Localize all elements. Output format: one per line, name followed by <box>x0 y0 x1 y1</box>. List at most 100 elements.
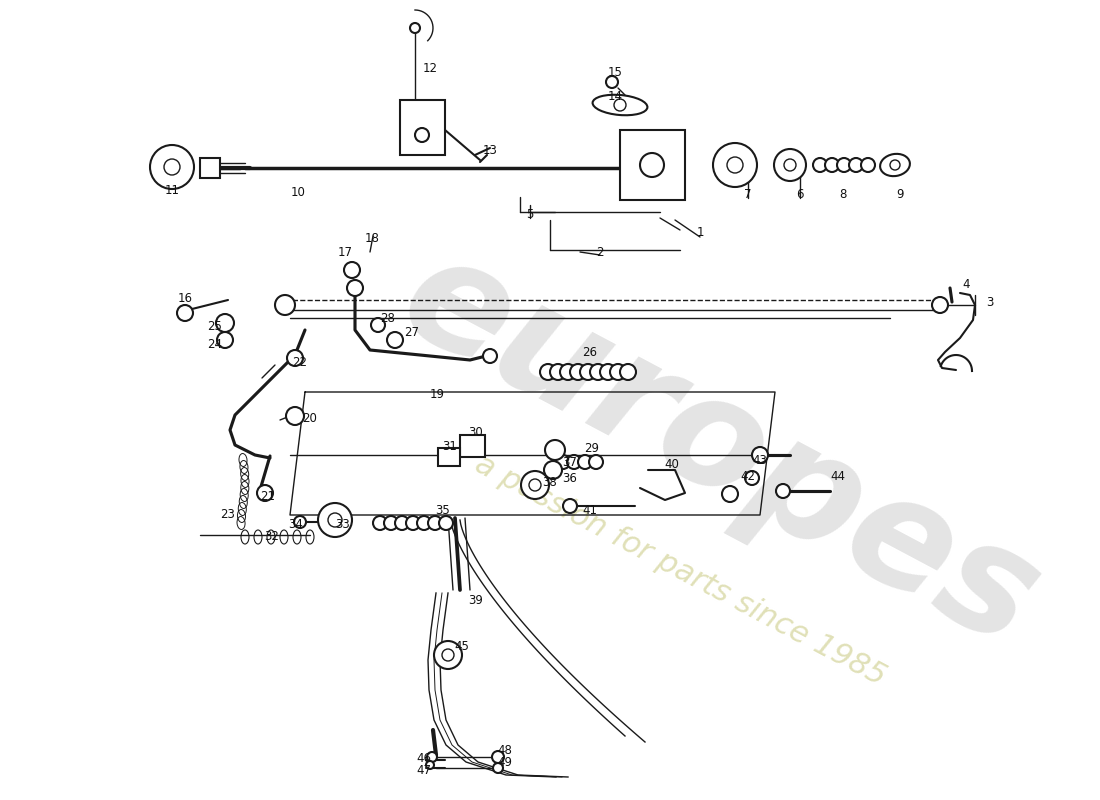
Circle shape <box>600 364 616 380</box>
Text: 2: 2 <box>596 246 604 258</box>
Circle shape <box>287 350 303 366</box>
Circle shape <box>257 485 273 501</box>
Circle shape <box>427 752 437 762</box>
Ellipse shape <box>880 154 910 176</box>
Circle shape <box>560 364 576 380</box>
Circle shape <box>556 455 570 469</box>
Circle shape <box>493 763 503 773</box>
Text: 1: 1 <box>696 226 704 239</box>
Text: 10: 10 <box>290 186 306 199</box>
Text: 24: 24 <box>208 338 222 351</box>
Bar <box>200 158 220 178</box>
Text: 44: 44 <box>830 470 846 482</box>
Text: 48: 48 <box>497 743 513 757</box>
Text: 41: 41 <box>583 503 597 517</box>
Circle shape <box>286 407 304 425</box>
Bar <box>620 130 685 200</box>
Circle shape <box>544 461 562 479</box>
Circle shape <box>328 513 342 527</box>
Circle shape <box>640 153 664 177</box>
Text: 43: 43 <box>752 454 768 466</box>
Text: 47: 47 <box>417 763 431 777</box>
Circle shape <box>570 364 586 380</box>
Text: 13: 13 <box>483 143 497 157</box>
Circle shape <box>406 516 420 530</box>
Circle shape <box>620 364 636 380</box>
Circle shape <box>610 364 626 380</box>
Text: 22: 22 <box>293 355 308 369</box>
Bar <box>438 448 460 466</box>
Circle shape <box>521 471 549 499</box>
Circle shape <box>563 499 578 513</box>
Text: 45: 45 <box>454 639 470 653</box>
Circle shape <box>713 143 757 187</box>
Circle shape <box>483 349 497 363</box>
Circle shape <box>588 455 603 469</box>
Circle shape <box>384 516 398 530</box>
Circle shape <box>566 455 581 469</box>
Circle shape <box>544 440 565 460</box>
Text: 8: 8 <box>839 189 847 202</box>
Ellipse shape <box>593 94 648 115</box>
Circle shape <box>745 471 759 485</box>
Text: 7: 7 <box>745 189 751 202</box>
Circle shape <box>492 751 504 763</box>
Text: europes: europes <box>377 221 1063 679</box>
Text: 38: 38 <box>542 477 558 490</box>
Circle shape <box>150 145 194 189</box>
Text: 21: 21 <box>261 490 275 503</box>
Circle shape <box>395 516 409 530</box>
Circle shape <box>164 159 180 175</box>
Circle shape <box>837 158 851 172</box>
Text: 35: 35 <box>436 503 450 517</box>
Text: 32: 32 <box>265 530 279 543</box>
Text: 20: 20 <box>302 411 318 425</box>
Bar <box>460 435 485 457</box>
Text: 19: 19 <box>429 389 444 402</box>
Text: 31: 31 <box>442 441 458 454</box>
Circle shape <box>387 332 403 348</box>
Text: 16: 16 <box>177 291 192 305</box>
Circle shape <box>849 158 864 172</box>
Circle shape <box>606 76 618 88</box>
Text: 3: 3 <box>987 295 993 309</box>
Text: 42: 42 <box>740 470 756 482</box>
Circle shape <box>861 158 875 172</box>
Circle shape <box>722 486 738 502</box>
Text: 25: 25 <box>208 319 222 333</box>
Text: 23: 23 <box>221 509 235 522</box>
Circle shape <box>825 158 839 172</box>
Bar <box>400 100 446 155</box>
Circle shape <box>932 297 948 313</box>
Text: a passion for parts since 1985: a passion for parts since 1985 <box>470 449 890 691</box>
Circle shape <box>774 149 806 181</box>
Circle shape <box>434 641 462 669</box>
Text: 33: 33 <box>336 518 351 531</box>
Circle shape <box>776 484 790 498</box>
Circle shape <box>428 516 442 530</box>
Text: 9: 9 <box>896 189 904 202</box>
Circle shape <box>410 23 420 33</box>
Circle shape <box>371 318 385 332</box>
Circle shape <box>752 447 768 463</box>
Circle shape <box>578 455 592 469</box>
Circle shape <box>550 364 566 380</box>
Text: 27: 27 <box>405 326 419 338</box>
Text: 46: 46 <box>417 751 431 765</box>
Circle shape <box>415 128 429 142</box>
Text: 18: 18 <box>364 231 380 245</box>
Text: 12: 12 <box>422 62 438 74</box>
Circle shape <box>346 280 363 296</box>
Text: 11: 11 <box>165 183 179 197</box>
Circle shape <box>344 262 360 278</box>
Circle shape <box>529 479 541 491</box>
Text: 37: 37 <box>562 457 578 470</box>
Circle shape <box>442 649 454 661</box>
Circle shape <box>890 160 900 170</box>
Circle shape <box>426 761 434 769</box>
Circle shape <box>294 516 306 528</box>
Text: 49: 49 <box>497 755 513 769</box>
Circle shape <box>216 314 234 332</box>
Text: 39: 39 <box>469 594 483 606</box>
Text: 36: 36 <box>562 471 578 485</box>
